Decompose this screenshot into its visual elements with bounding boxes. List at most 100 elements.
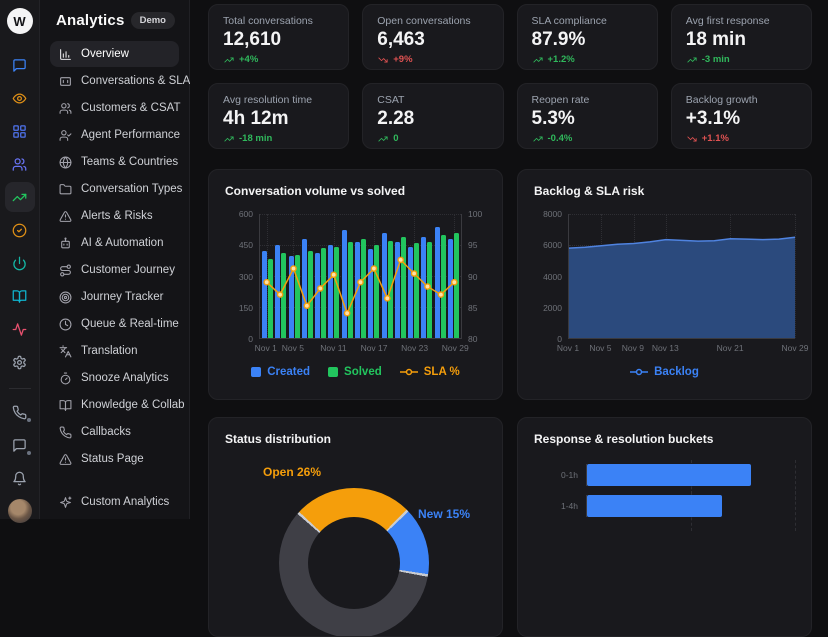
volume-chart-title: Conversation volume vs solved bbox=[225, 184, 406, 198]
sidebar-title: Analytics bbox=[56, 12, 125, 29]
kpi-delta-text: 0 bbox=[393, 133, 399, 144]
rail-book-open-button[interactable] bbox=[5, 281, 35, 311]
timer-icon bbox=[60, 372, 71, 384]
rail-phone-button[interactable] bbox=[5, 397, 35, 427]
sidebar-item-customers-csat[interactable]: Customers & CSAT bbox=[50, 95, 181, 121]
bar-solved bbox=[347, 241, 353, 338]
bar-group-nov-21 bbox=[394, 214, 407, 338]
bar-created bbox=[394, 241, 400, 338]
sidebar-item-translation[interactable]: Translation bbox=[50, 338, 179, 364]
y-tick-label: 2000 bbox=[543, 302, 562, 313]
trending-up-icon bbox=[532, 136, 543, 141]
bar-solved bbox=[334, 247, 340, 338]
bucket-label: 1-4h bbox=[560, 501, 578, 511]
sidebar-item-custom-analytics[interactable]: Custom Analytics bbox=[50, 489, 179, 515]
rail-gear-button[interactable] bbox=[5, 347, 35, 377]
sidebar-item-queue-real-time[interactable]: Queue & Real-time bbox=[50, 311, 179, 337]
rail-power-button[interactable] bbox=[5, 248, 35, 278]
bar-created bbox=[408, 247, 414, 338]
plot-area bbox=[568, 214, 796, 339]
sidebar-item-customer-journey[interactable]: Customer Journey bbox=[50, 257, 179, 283]
rail-message-square-button[interactable] bbox=[5, 50, 35, 80]
rail-bell-button[interactable] bbox=[5, 463, 35, 493]
rail-users-button[interactable] bbox=[5, 149, 35, 179]
bar-group-nov-13 bbox=[341, 214, 354, 338]
sidebar-item-ai-automation[interactable]: AI & Automation bbox=[50, 230, 179, 256]
kpi-label: SLA compliance bbox=[531, 15, 607, 27]
bar-group-nov-25 bbox=[420, 214, 433, 338]
x-tick-label: Nov 29 bbox=[441, 343, 469, 353]
backlog-area bbox=[568, 236, 796, 338]
chart-area: 600 450 300 150 0 Nov 1 Nov 5 Nov 11 Nov 17 Nov 2… bbox=[225, 209, 486, 355]
sidebar-item-label: Agent Performance bbox=[81, 129, 181, 141]
sidebar-item-snooze-analytics[interactable]: Snooze Analytics bbox=[50, 365, 179, 391]
rail-eye-button[interactable] bbox=[5, 83, 35, 113]
volume-chart: 600 450 300 150 0 Nov 1 Nov 5 Nov 11 Nov 17 Nov 2… bbox=[225, 209, 486, 378]
kpi-label: Avg first response bbox=[685, 15, 770, 27]
chart-legend: Backlog bbox=[534, 366, 795, 378]
sidebar-item-agent-performance[interactable]: Agent Performance bbox=[50, 122, 181, 148]
bell-icon bbox=[13, 471, 26, 485]
bar-solved bbox=[307, 251, 313, 338]
sidebar-item-label: Overview bbox=[81, 48, 129, 60]
sidebar-item-conversation-types[interactable]: Conversation Types bbox=[50, 176, 182, 202]
bucket-label: 0-1h bbox=[560, 470, 578, 480]
rail-layout-grid-button[interactable] bbox=[5, 116, 35, 146]
backlog-chart-card: Backlog & SLA risk 8000 6000 4000 2000 0 Nov … bbox=[517, 169, 812, 400]
sidebar-item-label: Journey Tracker bbox=[81, 291, 164, 303]
kpi-label: Backlog growth bbox=[685, 94, 758, 106]
sidebar-item-alerts-risks[interactable]: Alerts & Risks bbox=[50, 203, 179, 229]
sidebar-item-journey-tracker[interactable]: Journey Tracker bbox=[50, 284, 179, 310]
workspace-logo[interactable]: W bbox=[6, 8, 33, 34]
y-tick-label: 80 bbox=[468, 334, 478, 344]
sidebar-item-label: Custom Analytics bbox=[81, 496, 170, 508]
bar-group-nov-23 bbox=[407, 214, 420, 338]
rail-message-square-button[interactable] bbox=[5, 430, 35, 460]
x-tick-label: Nov 11 bbox=[320, 343, 347, 353]
book-open-icon bbox=[59, 399, 72, 411]
gridline bbox=[795, 214, 796, 338]
sidebar-item-callbacks[interactable]: Callbacks bbox=[50, 419, 179, 445]
bucket-bar bbox=[587, 495, 723, 517]
bar-group-nov-9 bbox=[314, 214, 327, 338]
rail-trending-up-button[interactable] bbox=[4, 182, 35, 212]
kpi-grid: Total conversations 12,610 +4% Open convers… bbox=[208, 4, 812, 149]
rail-check-circle-button[interactable] bbox=[5, 215, 35, 245]
kpi-label: Reopen rate bbox=[531, 94, 590, 106]
sidebar-item-teams-countries[interactable]: Teams & Countries bbox=[50, 149, 179, 175]
kpi-delta-text: +4% bbox=[239, 54, 259, 65]
sidebar-item-conversations-sla[interactable]: Conversations & SLA bbox=[50, 68, 190, 94]
bucket-track bbox=[586, 460, 796, 500]
kpi-delta: +4% bbox=[223, 54, 334, 65]
avatar bbox=[7, 499, 32, 523]
power-icon bbox=[13, 256, 26, 270]
message-square-icon bbox=[13, 58, 26, 72]
kpi-delta-text: +1.1% bbox=[701, 133, 729, 144]
route-icon bbox=[60, 264, 71, 276]
status-distribution-card: Status distribution Open 26% New 15% bbox=[208, 417, 503, 637]
bar-solved bbox=[360, 238, 366, 338]
sidebar-item-status-page[interactable]: Status Page bbox=[50, 446, 179, 472]
notification-dot bbox=[26, 418, 31, 422]
sidebar-header: Analytics Demo bbox=[50, 12, 179, 41]
bar-group-nov-7 bbox=[301, 214, 314, 338]
bar-group-nov-1 bbox=[261, 214, 274, 338]
sidebar-item-label: Translation bbox=[81, 345, 138, 357]
rail-activity-button[interactable] bbox=[5, 314, 35, 344]
bar-created bbox=[381, 232, 387, 338]
sidebar-item-overview[interactable]: Overview bbox=[50, 41, 179, 67]
rail-user-avatar[interactable] bbox=[5, 496, 35, 526]
gridline bbox=[569, 214, 795, 215]
y-tick-label: 150 bbox=[238, 302, 253, 313]
layout-grid-icon bbox=[13, 124, 26, 138]
bar-created bbox=[301, 238, 307, 338]
demo-badge: Demo bbox=[130, 12, 175, 29]
activity-icon bbox=[12, 322, 27, 336]
sparkles-icon bbox=[60, 496, 72, 508]
sidebar-item-label: Callbacks bbox=[81, 426, 131, 438]
sidebar-item-label: Customers & CSAT bbox=[81, 102, 181, 114]
bucket-bar bbox=[587, 464, 752, 486]
sidebar-item-knowledge-collab[interactable]: Knowledge & Collab bbox=[50, 392, 185, 418]
bar-solved bbox=[400, 236, 406, 338]
status-chart-title: Status distribution bbox=[225, 432, 331, 446]
